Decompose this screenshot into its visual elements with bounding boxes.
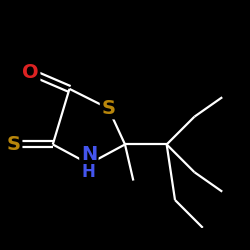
Text: S: S: [101, 99, 115, 118]
Text: O: O: [22, 63, 39, 82]
Text: S: S: [7, 135, 21, 154]
Text: N: N: [81, 145, 97, 164]
Text: H: H: [82, 163, 96, 181]
